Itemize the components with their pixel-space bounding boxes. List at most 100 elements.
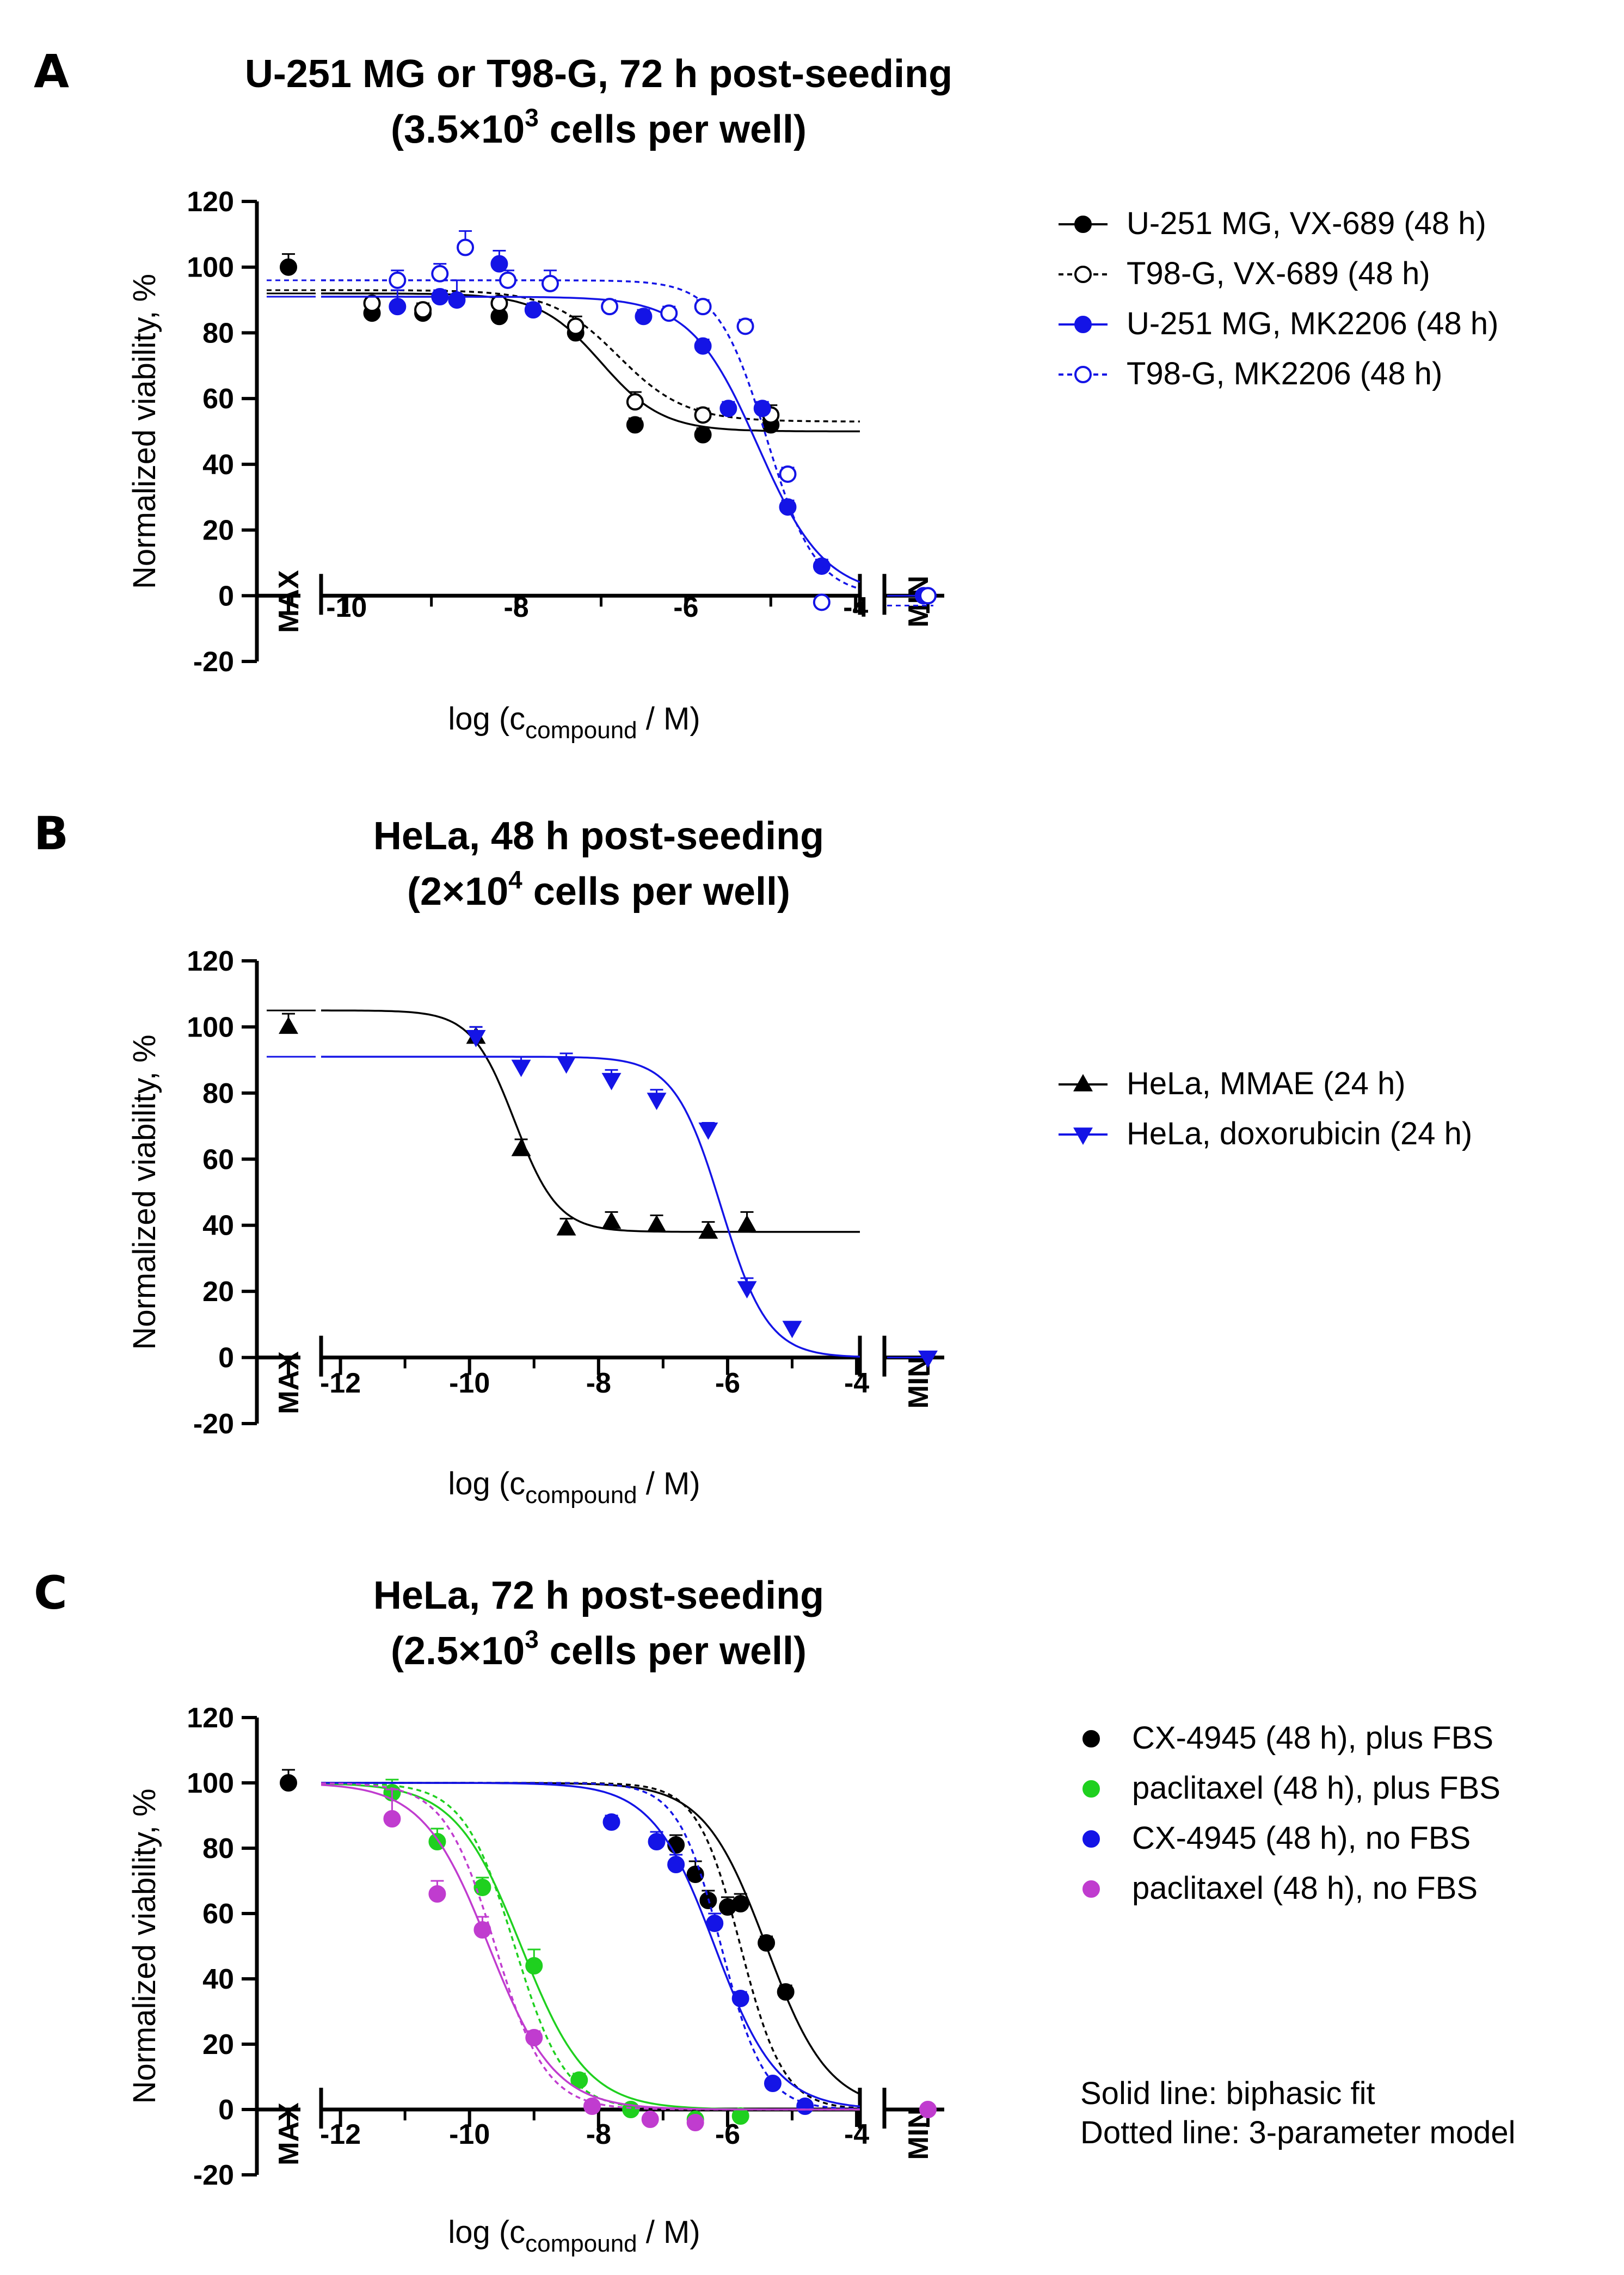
data-point [667, 1836, 685, 1854]
data-point [758, 1934, 776, 1952]
max-label: MAX [273, 1351, 305, 1414]
min-point [918, 1350, 938, 1368]
data-point [626, 416, 644, 434]
data-point [626, 393, 644, 411]
data-point [525, 1957, 543, 1974]
panel-a-title-line1: U-251 MG or T98-G, 72 h post-seeding [245, 52, 952, 96]
panel-letter-b: B [34, 807, 69, 860]
panel-c-plot: -20 0 20 40 60 80 100 120 Normalized viability, … [127, 1702, 1500, 2257]
data-point [694, 406, 712, 424]
legend-item: HeLa, MMAE (24 h) [1059, 1066, 1406, 1101]
data-point [602, 1813, 620, 1831]
data-point [647, 1215, 667, 1232]
y-axis-label: Normalized viability, % [127, 1788, 162, 2104]
x-tick-label: -6 [673, 592, 698, 623]
legend-item: U-251 MG, VX-689 (48 h) [1059, 206, 1486, 241]
data-point [731, 2107, 749, 2125]
y-tick-label: 100 [187, 1768, 234, 1799]
y-tick-label: 60 [202, 1144, 234, 1175]
data-point [667, 1856, 685, 1873]
min-point [919, 587, 937, 605]
legend-marker [1073, 1127, 1093, 1145]
legend-item: paclitaxel (48 h), plus FBS [1082, 1770, 1500, 1806]
data-point [499, 271, 516, 289]
x-tick-label: -4 [843, 592, 868, 623]
legend-marker [1074, 266, 1092, 283]
y-tick-label: 20 [202, 2029, 234, 2061]
x-tick-label: -6 [715, 2119, 740, 2150]
data-point [686, 1866, 704, 1883]
data-point [779, 465, 797, 483]
data-point [660, 304, 678, 322]
data-point [570, 2071, 588, 2089]
series-a-1 [267, 253, 933, 597]
data-point [567, 317, 585, 335]
data-point [694, 426, 712, 444]
data-point [511, 1138, 531, 1156]
data-point [490, 295, 508, 312]
panel-b-title-line1: HeLa, 48 h post-seeding [373, 814, 824, 858]
y-tick-label: 120 [187, 186, 234, 218]
data-point [686, 2114, 704, 2131]
series-c-4 [321, 1782, 937, 2131]
data-point [511, 1059, 531, 1077]
data-point [796, 2098, 814, 2115]
fit-curve [321, 1056, 860, 1358]
legend-label: HeLa, doxorubicin (24 h) [1127, 1116, 1472, 1151]
data-point [736, 317, 754, 335]
x-tick-label: -4 [844, 2119, 869, 2150]
series-c-3 [321, 1782, 860, 2115]
fit-curve [321, 296, 860, 583]
data-point [583, 2098, 601, 2115]
data-point [698, 1122, 718, 1140]
legend-label: T98-G, MK2206 (48 h) [1127, 356, 1442, 391]
data-point [389, 271, 407, 289]
series-b-2 [267, 1026, 938, 1368]
data-point [641, 2111, 659, 2128]
data-point [764, 2075, 782, 2092]
legend-marker [1082, 1730, 1100, 1747]
max-point [280, 1774, 297, 1792]
legend-label: U-251 MG, MK2206 (48 h) [1127, 306, 1498, 341]
legend-item: T98-G, VX-689 (48 h) [1059, 256, 1430, 291]
y-tick-label: 100 [187, 1011, 234, 1043]
legend-marker [1073, 1074, 1093, 1091]
x-axis-label: log (ccompound / M) [448, 1466, 700, 1509]
legend-label: HeLa, MMAE (24 h) [1127, 1066, 1406, 1101]
y-tick-label: 60 [202, 1898, 234, 1930]
fit-curve-dotted [321, 1782, 860, 2111]
data-point [473, 1921, 491, 1939]
y-tick-label: 40 [202, 449, 234, 481]
data-point [777, 1983, 795, 2001]
data-point [389, 298, 407, 316]
data-point [525, 2029, 543, 2046]
legend-item: T98-G, MK2206 (48 h) [1059, 356, 1442, 391]
data-point [706, 1915, 724, 1932]
y-tick-label: 20 [202, 515, 234, 547]
data-point [694, 298, 712, 316]
legend-item: CX-4945 (48 h), plus FBS [1082, 1720, 1493, 1756]
legend-label: CX-4945 (48 h), no FBS [1132, 1820, 1471, 1856]
panel-c-title-line1: HeLa, 72 h post-seeding [373, 1574, 824, 1617]
y-tick-label: 100 [187, 252, 234, 284]
data-point [737, 1215, 757, 1232]
y-tick-label: 120 [187, 946, 234, 977]
data-point [601, 1072, 622, 1090]
data-point [731, 1895, 749, 1912]
panel-c-title-line2: (2.5×103 cells per well) [391, 1625, 807, 1673]
data-point [635, 308, 653, 326]
y-tick-label: 80 [202, 317, 234, 349]
data-point [448, 291, 466, 309]
y-tick-label: -20 [193, 646, 234, 678]
x-tick-label: -8 [503, 592, 528, 623]
y-tick-label: 20 [202, 1276, 234, 1308]
fit-curve [321, 279, 860, 590]
legend-note-dotted: Dotted line: 3-parameter model [1080, 2115, 1516, 2150]
x-tick-label: -4 [844, 1368, 869, 1399]
x-axis-label: log (ccompound / M) [448, 2215, 700, 2257]
legend-label: T98-G, VX-689 (48 h) [1127, 256, 1430, 291]
y-tick-label: 80 [202, 1078, 234, 1109]
data-point [363, 295, 381, 312]
data-point [813, 593, 831, 611]
data-point [753, 400, 771, 418]
